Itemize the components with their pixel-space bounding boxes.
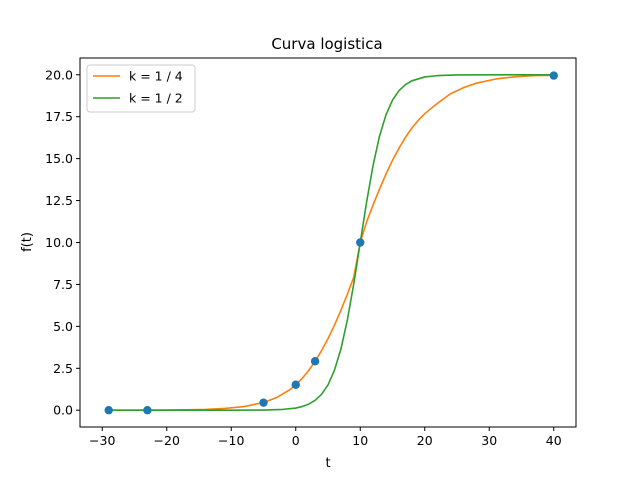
x-tick-label: 20 (417, 433, 433, 448)
series-line (108, 73, 554, 412)
legend-label: k = 1 / 4 (129, 69, 183, 84)
y-tick-label: 12.5 (45, 193, 73, 208)
y-tick-label: 0.0 (53, 403, 73, 418)
y-tick-label: 17.5 (45, 109, 73, 124)
chart-title: Curva logistica (271, 35, 382, 53)
x-tick-label: 30 (481, 433, 497, 448)
data-point (310, 357, 320, 366)
data-point (549, 71, 558, 80)
plot-frame (79, 57, 577, 428)
legend: k = 1 / 4 k = 1 / 2 (86, 64, 196, 113)
x-tick-label: 10 (352, 433, 368, 448)
y-tick-label: 5.0 (53, 319, 73, 334)
y-tick-label: 15.0 (45, 151, 73, 166)
x-axis: −30 −20 −10 0 10 20 30 40 (89, 427, 562, 448)
y-tick-label: 2.5 (53, 361, 73, 376)
y-tick-label: 7.5 (53, 277, 73, 292)
data-point (143, 406, 152, 415)
x-tick-label: 0 (292, 433, 300, 448)
legend-label: k = 1 / 2 (129, 91, 183, 106)
data-point (291, 380, 300, 389)
x-axis-label: t (325, 456, 330, 471)
x-tick-label: −20 (154, 433, 180, 448)
data-point (356, 238, 365, 247)
data-point (259, 398, 268, 407)
y-tick-label: 10.0 (45, 235, 73, 250)
data-point (104, 406, 113, 415)
x-tick-label: −30 (89, 433, 115, 448)
plot-series (104, 71, 558, 415)
series-line (108, 74, 554, 412)
y-tick-label: 20.0 (45, 67, 73, 82)
y-axis: 0.0 2.5 5.0 7.5 10.0 12.5 15.0 17.5 20.0 (45, 67, 80, 418)
y-axis-label: f(t) (20, 232, 35, 252)
x-tick-label: −10 (218, 433, 244, 448)
x-tick-label: 40 (546, 433, 562, 448)
